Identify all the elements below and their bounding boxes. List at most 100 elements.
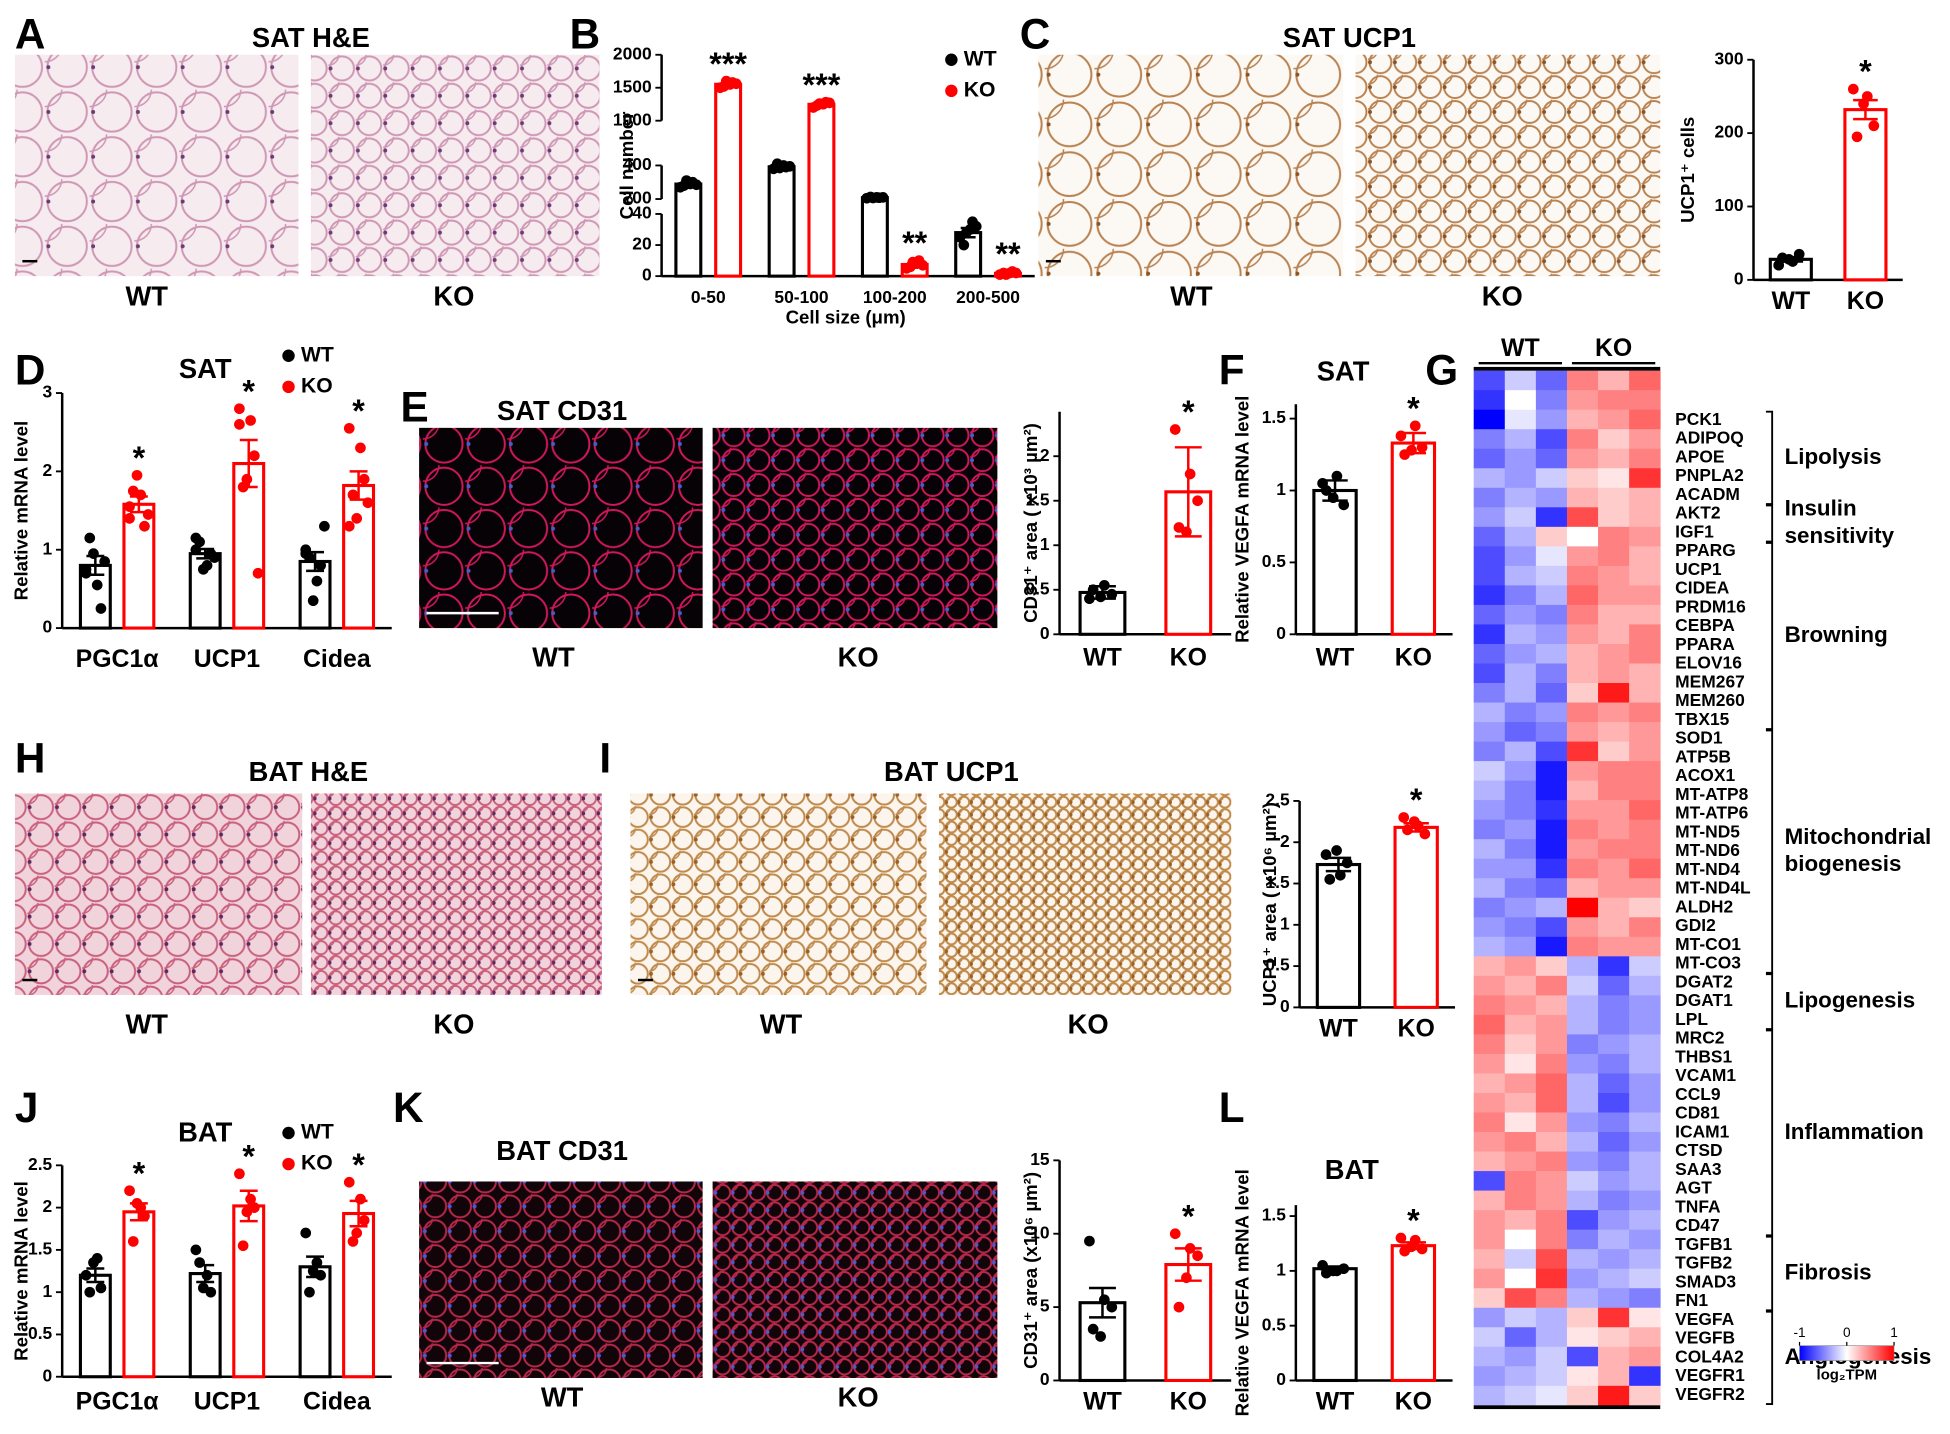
heatmap-cell [1566, 1092, 1599, 1113]
panel-letter: D [15, 346, 46, 393]
data-point [1402, 824, 1413, 836]
panel-letter: K [393, 1084, 424, 1131]
heatmap-cell [1629, 819, 1661, 840]
group-label: Insulin [1785, 496, 1857, 521]
data-point [1416, 1243, 1428, 1255]
heatmap-cell [1629, 1092, 1661, 1113]
micrograph [1038, 54, 1344, 277]
heatmap-cell [1504, 800, 1537, 821]
data-point [1858, 98, 1869, 110]
data-point [358, 1214, 370, 1226]
y-tick-label: 0 [642, 265, 652, 285]
data-point [311, 1257, 323, 1268]
data-point [1327, 492, 1339, 504]
heatmap-cell [1598, 390, 1630, 411]
data-point [1084, 1235, 1095, 1247]
heatmap-cell [1504, 917, 1537, 938]
heatmap-cell [1473, 975, 1506, 996]
heatmap-cell [1535, 448, 1568, 469]
micrograph [419, 1181, 703, 1378]
heatmap-cell [1629, 1014, 1661, 1035]
heatmap-cell [1473, 1190, 1506, 1211]
y-tick-label: 0 [1040, 1369, 1050, 1389]
heatmap-cell [1629, 429, 1661, 450]
heatmap-cell [1504, 1171, 1537, 1191]
row-label: TNFA [1675, 1196, 1721, 1216]
y-tick-label: 400 [623, 154, 652, 174]
data-point [142, 509, 154, 520]
legend-label: WT [301, 343, 334, 366]
heatmap-cell [1598, 1229, 1630, 1250]
heatmap-cell [1629, 1053, 1661, 1074]
heatmap-cell [1629, 780, 1661, 801]
micrograph [14, 54, 299, 277]
bar [232, 1204, 266, 1379]
row-label: PNPLA2 [1675, 465, 1744, 485]
data-point [197, 563, 209, 575]
heatmap-cell [1598, 839, 1630, 860]
heatmap-cell [1535, 663, 1568, 684]
column-group-label: WT [1501, 334, 1540, 362]
heatmap-cell [1473, 702, 1506, 723]
heatmap-cell [1566, 878, 1599, 899]
row-label: TGFB1 [1675, 1234, 1732, 1254]
heatmap-cell [1598, 800, 1630, 821]
heatmap-cell [1598, 897, 1630, 918]
heatmap-cell [1535, 429, 1568, 450]
data-point [80, 1269, 92, 1281]
heatmap-cell [1535, 1249, 1568, 1270]
data-point [1095, 1331, 1106, 1342]
heatmap-cell [1566, 780, 1599, 801]
heatmap-cell [1566, 448, 1599, 469]
row-label: ELOV16 [1675, 653, 1742, 673]
heatmap-cell [1473, 839, 1506, 860]
heatmap-cell [1504, 839, 1537, 860]
heatmap-cell [1473, 409, 1506, 430]
x-tick-label: WT [1083, 644, 1122, 672]
heatmap-cell [1535, 1092, 1568, 1113]
data-point [907, 256, 919, 268]
heatmap-cell [1598, 1249, 1630, 1270]
row-label: AGT [1675, 1178, 1712, 1198]
heatmap-cell [1504, 643, 1537, 664]
heatmap-cell [1504, 1210, 1537, 1231]
heatmap-cell [1535, 839, 1568, 860]
heatmap-cell [1473, 565, 1506, 586]
heatmap-cell [1566, 643, 1599, 664]
data-point [209, 552, 220, 563]
heatmap-cell [1629, 507, 1661, 528]
bar [860, 196, 889, 278]
heatmap-cell [1504, 1112, 1537, 1133]
significance: * [242, 373, 255, 409]
x-tick-label: 100-200 [863, 287, 927, 307]
heatmap-cell [1566, 1053, 1599, 1074]
data-point [1334, 869, 1346, 881]
heatmap-cell [1535, 1132, 1568, 1152]
heatmap-cell [1629, 604, 1661, 625]
heatmap-cell [1504, 1132, 1537, 1152]
column-group-label: KO [1595, 334, 1632, 362]
heatmap-cell [1535, 604, 1568, 625]
data-point [1184, 1243, 1196, 1254]
heatmap-cell [1598, 1190, 1630, 1211]
significance: ** [902, 225, 928, 261]
heatmap-cell [1535, 780, 1568, 801]
data-point [362, 497, 374, 509]
heatmap-cell [1566, 1112, 1599, 1133]
significance: *** [709, 46, 747, 82]
data-point [1000, 269, 1012, 280]
heatmap-cell [1473, 995, 1506, 1016]
heatmap-cell [1473, 448, 1506, 469]
x-tick-label: 200-500 [956, 287, 1020, 307]
heatmap-cell [1598, 1210, 1630, 1231]
group-label: Mitochondrial [1785, 824, 1932, 849]
heatmap-cell [1598, 1288, 1630, 1309]
data-point [1338, 499, 1350, 511]
heatmap-cell [1504, 995, 1537, 1016]
data-point [1419, 828, 1431, 840]
heatmap-cell [1504, 1229, 1537, 1250]
data-point [88, 1257, 99, 1268]
bar [807, 102, 836, 278]
heatmap-cell [1504, 897, 1537, 918]
data-point [307, 595, 319, 607]
